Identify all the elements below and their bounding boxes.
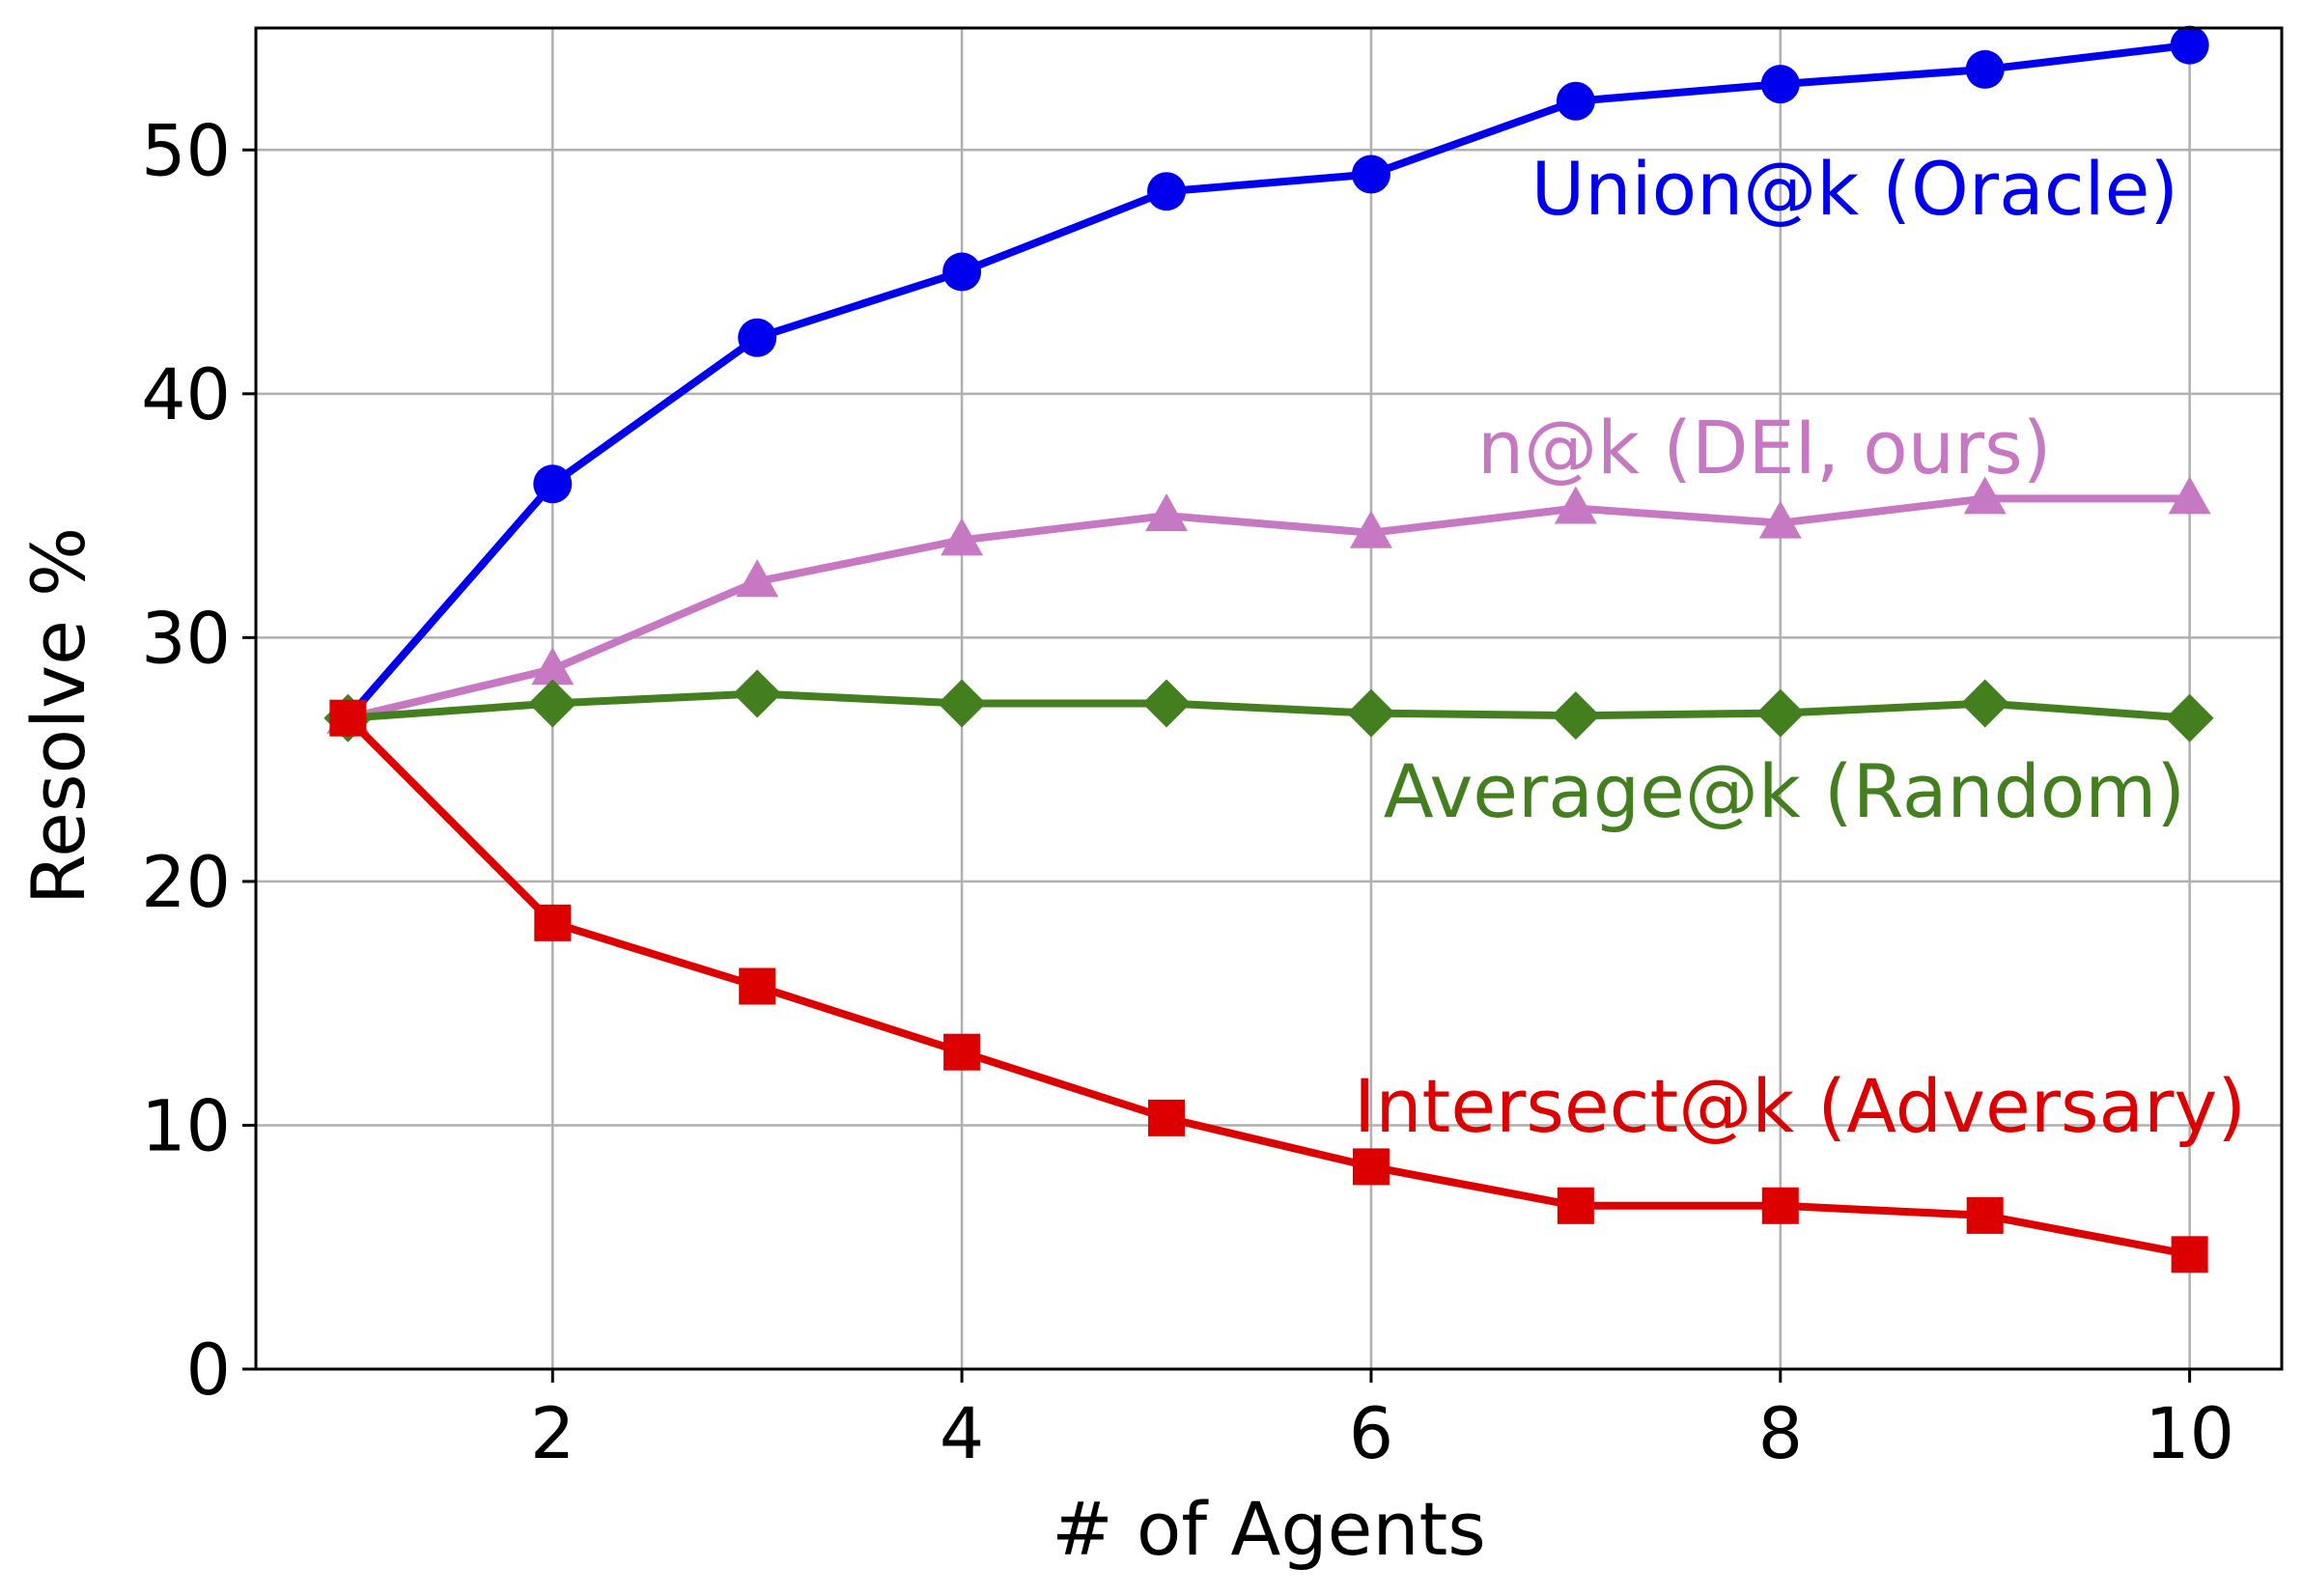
data-point [738,318,777,357]
y-tick-label: 30 [141,598,231,680]
data-point [942,252,982,292]
data-point [940,518,984,556]
data-point [1346,688,1395,738]
series-1 [328,25,2209,738]
x-axis-title: # of Agents [1052,1486,1486,1572]
plot-frame [254,26,2284,1371]
data-point [1554,486,1597,524]
x-tick-label: 10 [2145,1393,2234,1475]
data-point [329,699,367,737]
data-point [2165,693,2214,742]
x-tick-label: 2 [530,1393,575,1475]
data-point [733,669,782,718]
x-tick-label: 6 [1349,1393,1393,1475]
series-label-4: Intersect@k (Adversary) [1354,1063,2246,1149]
data-point [1351,154,1390,194]
data-point [1963,476,2007,515]
data-point [533,464,573,504]
data-point [1145,493,1189,532]
data-point [1142,679,1192,728]
series-line [347,494,2190,722]
y-tick-label: 10 [141,1085,231,1167]
data-point [1758,500,1802,539]
series-label-3: Average@k (Random) [1384,748,2185,834]
y-tick-label: 50 [141,110,231,192]
data-point [1755,688,1805,738]
data-point [1965,49,2005,89]
data-point [1556,81,1595,121]
data-point [1557,1187,1594,1224]
series-3 [323,669,2214,742]
y-tick-label: 40 [141,354,231,436]
data-point [2170,25,2209,65]
series-2 [326,476,2211,734]
data-point [736,559,779,598]
series-labels: Union@k (Oracle) n@k (DEI, ours) Average@k… [1354,146,2246,1149]
x-tick-label: 8 [1758,1393,1803,1475]
data-point [938,679,987,728]
y-axis-title: Resolve % [15,527,101,905]
data-point [1349,510,1392,548]
data-point [1551,691,1600,741]
data-point [2171,1236,2208,1274]
data-point [2168,476,2211,515]
series-4 [329,699,2208,1274]
data-point [943,1033,981,1071]
y-tick-label: 20 [141,842,231,924]
data-point [1966,1196,2004,1234]
data-point [534,904,572,941]
data-point [531,647,575,686]
x-tick-label: 4 [940,1393,984,1475]
series-label-2: n@k (DEI, ours) [1477,405,2051,490]
data-point [1148,1099,1186,1136]
data-point [1352,1148,1390,1186]
series-line [348,689,2190,722]
y-tick-label: 0 [186,1330,231,1412]
data-point [528,679,577,728]
data-point [1147,172,1187,211]
data-point [1761,1187,1799,1224]
data-point [739,967,776,1005]
series-line [345,714,2191,1259]
series-layer [323,25,2214,1274]
series-line [345,41,2191,721]
data-point [1960,679,2009,728]
data-point [1760,65,1800,104]
series-label-1: Union@k (Oracle) [1531,146,2178,232]
axis-ticks: 2 4 6 8 10 0 10 20 30 40 50 [141,110,2234,1475]
